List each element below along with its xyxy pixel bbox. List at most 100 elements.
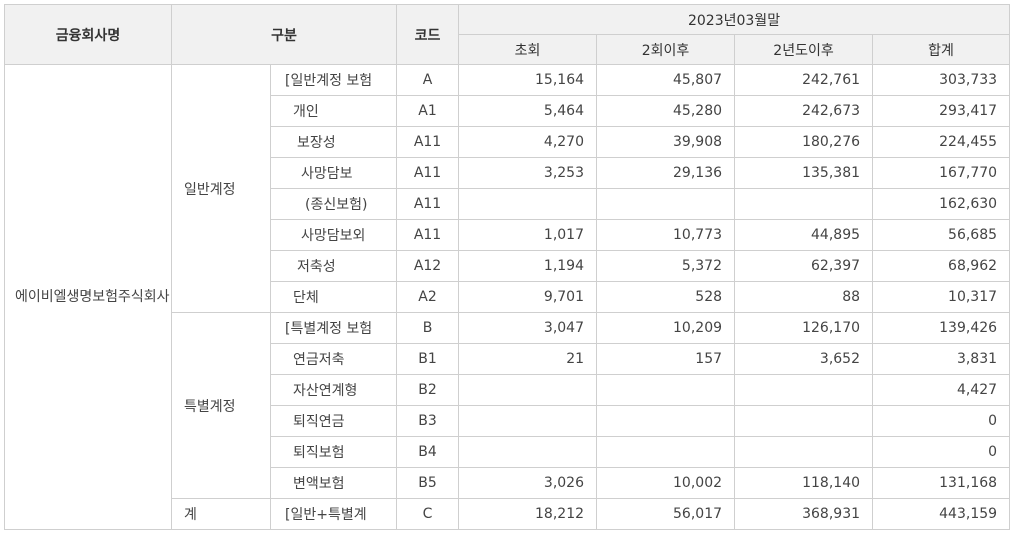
- value-first: 18,212: [458, 498, 598, 530]
- table-row: 특별계정 [특별계정 보험 B 3,047 10,209 126,170 139,426: [5, 312, 1011, 499]
- row-item-label: 자산연계형: [269, 374, 398, 406]
- value-total: 0: [872, 405, 1011, 437]
- table-row: 보장성 A11 4,270 39,908 180,276 224,455: [5, 126, 1011, 158]
- value-total: 4,427: [872, 374, 1011, 406]
- value-second-after: 157: [596, 343, 736, 375]
- table-row: 연금저축 B1 21 157 3,652 3,831: [5, 343, 1011, 375]
- table-row: 변액보험 B5 3,026 10,002 118,140 131,168: [5, 467, 1011, 499]
- row-code: A11: [396, 188, 460, 220]
- table-row: 개인 A1 5,464 45,280 242,673 293,417: [5, 95, 1011, 127]
- table-row: 저축성 A12 1,194 5,372 62,397 68,962: [5, 250, 1011, 282]
- value-second-after: [596, 405, 736, 437]
- value-second-after: 5,372: [596, 250, 736, 282]
- row-item-label: 보장성: [269, 126, 398, 158]
- value-second-year-after: 44,895: [734, 219, 874, 251]
- row-code: C: [396, 498, 460, 530]
- table-row: 퇴직연금 B3 0: [5, 405, 1011, 437]
- row-item-label: 퇴직연금: [269, 405, 398, 437]
- row-item-label: 퇴직보험: [269, 436, 398, 468]
- table-row: 자산연계형 B2 4,427: [5, 374, 1011, 406]
- value-total: 0: [872, 436, 1011, 468]
- row-item-label: (종신보험): [269, 188, 398, 220]
- value-second-after: 45,280: [596, 95, 736, 127]
- value-first: 1,194: [458, 250, 598, 282]
- header-total: 합계: [872, 34, 1011, 65]
- row-code: A12: [396, 250, 460, 282]
- table-row: 퇴직보험 B4 0: [5, 436, 1011, 468]
- header-period: 2023년03월말: [458, 4, 1011, 35]
- value-total: 162,630: [872, 188, 1011, 220]
- header-category: 구분: [170, 4, 398, 65]
- header-second-year-after: 2년도이후: [734, 34, 874, 65]
- premium-table: 금융회사명 구분 코드 2023년03월말 초회 2회이후 2년도이후 합계 에…: [4, 4, 1011, 530]
- group-total: 계: [171, 498, 271, 530]
- value-second-year-after: 126,170: [734, 312, 874, 344]
- value-second-after: 10,209: [596, 312, 736, 344]
- value-first: 3,253: [458, 157, 598, 189]
- table-row: (종신보험) A11 162,630: [5, 188, 1011, 220]
- row-item-label: 변액보험: [269, 467, 398, 499]
- row-code: A1: [396, 95, 460, 127]
- value-second-year-after: 242,673: [734, 95, 874, 127]
- value-total: 224,455: [872, 126, 1011, 158]
- value-first: 3,026: [458, 467, 598, 499]
- value-second-after: 10,773: [596, 219, 736, 251]
- value-first: 1,017: [458, 219, 598, 251]
- row-item-label: 저축성: [269, 250, 398, 282]
- value-second-year-after: [734, 374, 874, 406]
- value-total: 167,770: [872, 157, 1011, 189]
- value-total: 131,168: [872, 467, 1011, 499]
- value-total: 443,159: [872, 498, 1011, 530]
- value-first: [458, 436, 598, 468]
- table-row: 사망담보 A11 3,253 29,136 135,381 167,770: [5, 157, 1011, 189]
- value-second-after: 56,017: [596, 498, 736, 530]
- row-item-label: [일반계정 보험: [269, 64, 398, 96]
- row-item-label: 사망담보: [269, 157, 398, 189]
- row-code: B3: [396, 405, 460, 437]
- header-second-after: 2회이후: [596, 34, 736, 65]
- row-item-label: [특별계정 보험: [269, 312, 398, 344]
- value-second-year-after: 180,276: [734, 126, 874, 158]
- row-item-label: 사망담보외: [269, 219, 398, 251]
- table-row: 계 [일반+특별계 C 18,212 56,017 368,931 443,159: [5, 498, 1011, 530]
- value-second-after: 29,136: [596, 157, 736, 189]
- value-second-after: [596, 374, 736, 406]
- company-name: 에이비엘생명보험주식회사: [4, 64, 172, 530]
- value-first: 9,701: [458, 281, 598, 313]
- value-second-year-after: 62,397: [734, 250, 874, 282]
- value-first: [458, 405, 598, 437]
- header-code: 코드: [396, 4, 460, 65]
- value-first: [458, 374, 598, 406]
- group-general: 일반계정: [171, 64, 271, 313]
- row-code: B: [396, 312, 460, 344]
- row-item-label: 연금저축: [269, 343, 398, 375]
- value-total: 3,831: [872, 343, 1011, 375]
- row-code: B2: [396, 374, 460, 406]
- row-code: A: [396, 64, 460, 96]
- value-first: 21: [458, 343, 598, 375]
- value-second-year-after: [734, 188, 874, 220]
- group-special: 특별계정: [171, 312, 271, 499]
- value-second-year-after: 242,761: [734, 64, 874, 96]
- value-first: 15,164: [458, 64, 598, 96]
- value-second-after: 39,908: [596, 126, 736, 158]
- table-row: 단체 A2 9,701 528 88 10,317: [5, 281, 1011, 313]
- header-first: 초회: [458, 34, 598, 65]
- value-second-year-after: 118,140: [734, 467, 874, 499]
- value-second-after: 528: [596, 281, 736, 313]
- value-second-after: 10,002: [596, 467, 736, 499]
- value-total: 139,426: [872, 312, 1011, 344]
- row-item-label: 개인: [269, 95, 398, 127]
- value-first: [458, 188, 598, 220]
- header-company: 금융회사명: [4, 4, 172, 65]
- value-first: 4,270: [458, 126, 598, 158]
- row-code: B5: [396, 467, 460, 499]
- row-code: A2: [396, 281, 460, 313]
- row-code: B4: [396, 436, 460, 468]
- value-second-after: 45,807: [596, 64, 736, 96]
- row-item-label: 단체: [269, 281, 398, 313]
- table-row: 에이비엘생명보험주식회사 일반계정 [일반계정 보험 A 15,164 45,807 242…: [4, 64, 1011, 530]
- value-second-year-after: [734, 405, 874, 437]
- value-second-after: [596, 436, 736, 468]
- value-total: 293,417: [872, 95, 1011, 127]
